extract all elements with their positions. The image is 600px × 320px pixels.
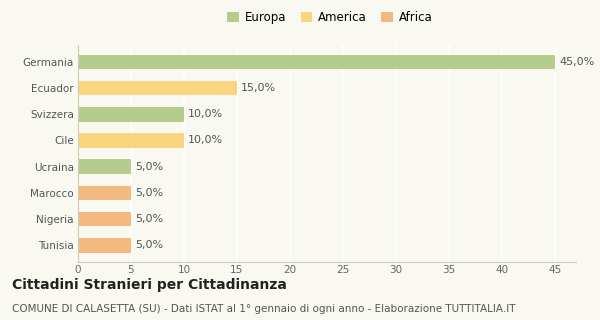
- Text: 45,0%: 45,0%: [559, 57, 594, 67]
- Text: 5,0%: 5,0%: [135, 240, 163, 250]
- Text: COMUNE DI CALASETTA (SU) - Dati ISTAT al 1° gennaio di ogni anno - Elaborazione : COMUNE DI CALASETTA (SU) - Dati ISTAT al…: [12, 304, 515, 314]
- Bar: [78, 107, 184, 122]
- Text: 10,0%: 10,0%: [188, 109, 223, 119]
- Text: 10,0%: 10,0%: [188, 135, 223, 146]
- Text: 5,0%: 5,0%: [135, 188, 163, 198]
- Text: 5,0%: 5,0%: [135, 162, 163, 172]
- Text: Cittadini Stranieri per Cittadinanza: Cittadini Stranieri per Cittadinanza: [12, 278, 287, 292]
- Legend: Europa, America, Africa: Europa, America, Africa: [225, 9, 435, 27]
- Bar: [78, 133, 184, 148]
- Bar: [78, 238, 131, 252]
- Text: 15,0%: 15,0%: [241, 83, 276, 93]
- Bar: [78, 212, 131, 226]
- Bar: [78, 159, 131, 174]
- Bar: [78, 81, 237, 95]
- Text: 5,0%: 5,0%: [135, 214, 163, 224]
- Bar: [78, 186, 131, 200]
- Bar: [78, 55, 555, 69]
